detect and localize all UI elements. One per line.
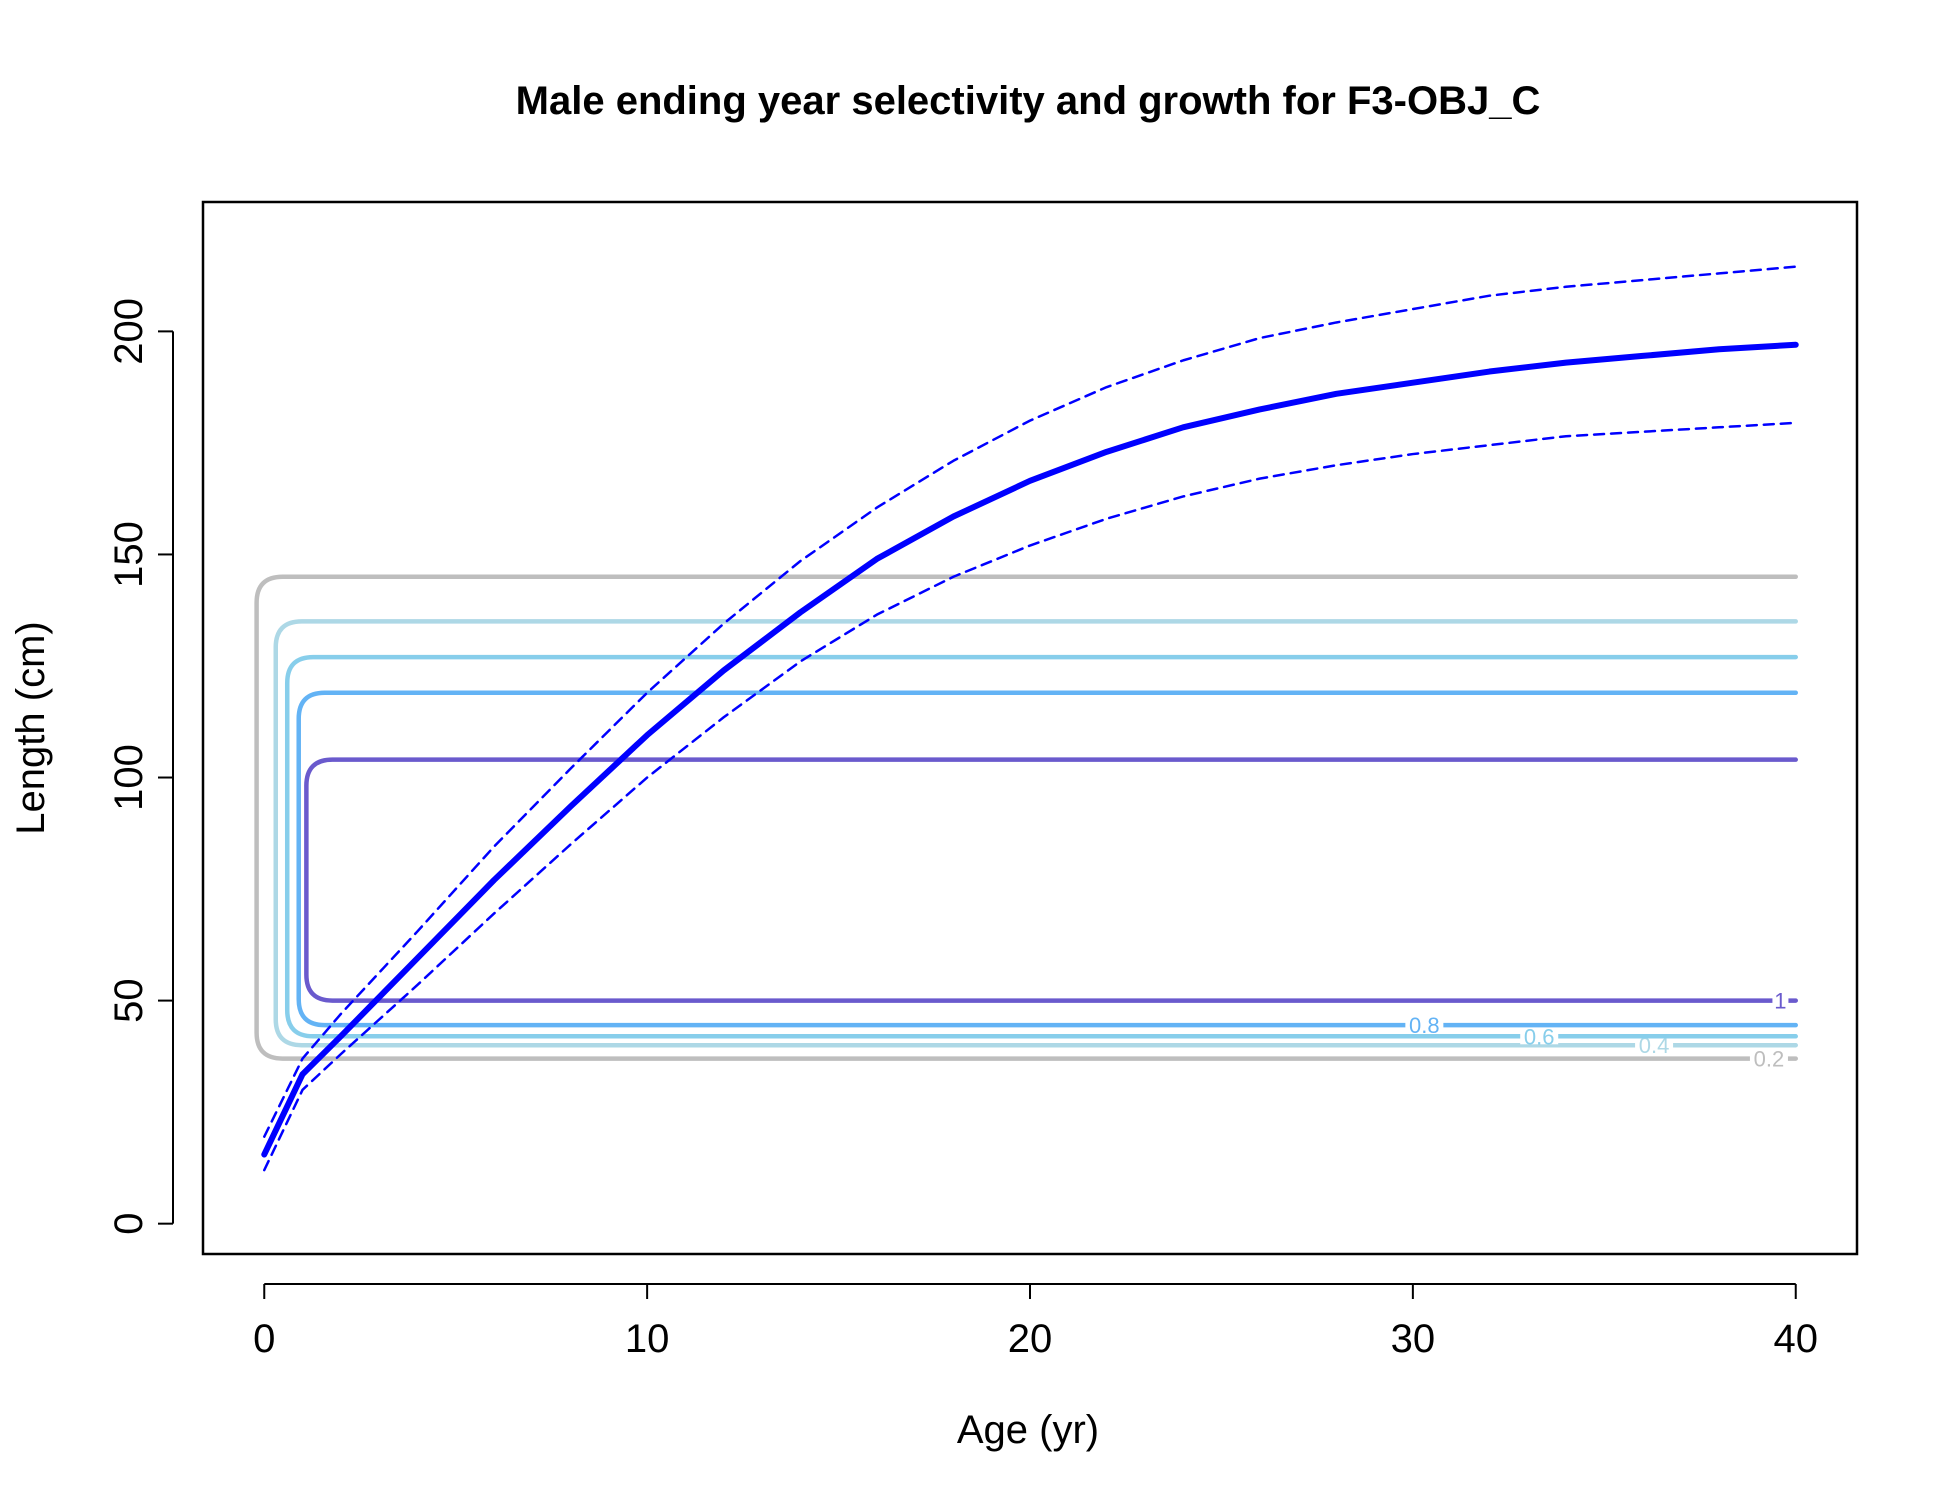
selectivity-contour-0.4	[273, 619, 1798, 1048]
x-tick-label: 0	[253, 1317, 275, 1361]
x-axis-label: Age (yr)	[957, 1408, 1099, 1452]
y-tick-label: 50	[107, 978, 151, 1023]
contour-label-gap	[1749, 1050, 1788, 1067]
y-axis: 0 50 100 150 200	[107, 298, 174, 1235]
growth-lower-ci-line	[263, 421, 1797, 1172]
x-tick-label: 40	[1773, 1317, 1818, 1361]
y-axis-label: Length (cm)	[9, 621, 53, 834]
contour-label-gap	[1635, 1037, 1674, 1054]
contour-label-gap	[1772, 992, 1789, 1009]
x-axis: 0 10 20 30 40	[253, 1283, 1818, 1361]
contour-label: 0.8	[1409, 1013, 1440, 1038]
plot-frame	[201, 200, 1859, 1256]
y-tick-label: 0	[107, 1213, 151, 1235]
selectivity-contour-1	[304, 757, 1798, 1003]
contour-label-gap	[1520, 1028, 1559, 1045]
contour-label: 1	[1774, 989, 1786, 1014]
x-tick-label: 10	[625, 1317, 670, 1361]
contour-label-gap	[1405, 1017, 1444, 1034]
x-tick-label: 30	[1391, 1317, 1436, 1361]
selectivity-contour-0.6	[284, 654, 1798, 1039]
x-tick-label: 20	[1008, 1317, 1053, 1361]
selectivity-contour-0.8	[296, 690, 1798, 1028]
growth-mean-line	[261, 341, 1799, 1158]
selectivity-contour-0.2	[254, 574, 1798, 1061]
growth-upper-ci-line	[263, 265, 1797, 1138]
chart-title: Male ending year selectivity and growth …	[516, 79, 1541, 123]
contour-label: 0.2	[1754, 1047, 1785, 1072]
contour-label: 0.6	[1524, 1024, 1555, 1049]
y-tick-label: 100	[107, 744, 151, 811]
y-tick-label: 200	[107, 298, 151, 365]
plot-area: 0.20.40.60.81	[254, 265, 1799, 1172]
y-tick-label: 150	[107, 521, 151, 588]
